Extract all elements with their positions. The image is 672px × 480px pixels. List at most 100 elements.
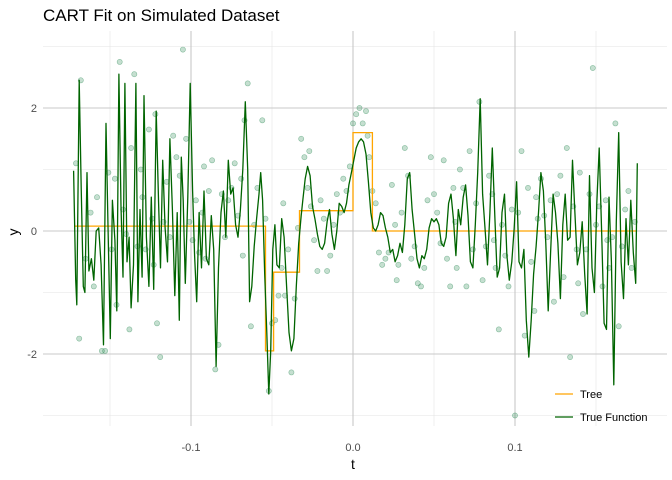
data-point — [288, 369, 295, 376]
data-point — [173, 154, 180, 161]
data-point — [447, 283, 454, 290]
data-point — [311, 237, 317, 244]
data-point — [183, 135, 189, 142]
data-point — [408, 255, 415, 262]
tree-step-line — [74, 131, 637, 352]
data-point — [612, 120, 619, 127]
data-point — [554, 191, 560, 197]
data-point — [518, 148, 525, 154]
data-point — [327, 252, 334, 259]
data-point — [280, 200, 287, 207]
data-point — [239, 252, 246, 259]
data-point — [131, 71, 138, 78]
data-point — [353, 111, 360, 118]
data-point — [145, 126, 152, 133]
data-point — [157, 354, 164, 360]
data-point — [244, 80, 251, 87]
data-point — [575, 280, 582, 287]
data-point — [375, 249, 382, 256]
legend-true-function-label: True Function — [580, 412, 647, 424]
data-point — [259, 117, 266, 124]
data-point — [466, 148, 473, 154]
x-axis-title: t — [351, 456, 355, 472]
data-point — [589, 65, 596, 71]
data-point — [505, 283, 512, 290]
data-point — [291, 295, 298, 302]
data-point — [421, 264, 428, 271]
data-point — [567, 354, 573, 360]
data-point — [90, 283, 97, 290]
data-point — [418, 283, 424, 290]
data-point — [528, 258, 535, 265]
y-tick-label: -2 — [27, 349, 37, 361]
data-point — [212, 366, 219, 373]
data-point — [306, 148, 313, 154]
data-point — [359, 120, 366, 127]
data-point — [604, 237, 611, 244]
data-point — [463, 283, 470, 290]
data-point — [444, 255, 450, 262]
data-point — [350, 120, 356, 127]
data-point — [285, 246, 292, 253]
data-point — [356, 105, 363, 111]
data-point — [99, 347, 105, 354]
data-point — [87, 209, 94, 216]
data-point — [479, 277, 486, 284]
legend-tree-label: Tree — [580, 389, 602, 401]
data-point — [364, 132, 371, 139]
y-tick-label: 0 — [31, 226, 37, 238]
data-point — [382, 255, 389, 262]
data-point — [102, 347, 108, 354]
data-point — [625, 188, 632, 194]
x-tick-label: 0.0 — [345, 442, 360, 454]
data-point — [495, 326, 502, 333]
data-point — [580, 311, 586, 317]
data-point — [531, 307, 538, 314]
legend: Tree True Function — [555, 389, 647, 424]
data-point — [424, 197, 431, 204]
data-point — [112, 175, 118, 182]
data-point — [126, 326, 133, 333]
y-tick-label: 2 — [31, 103, 37, 115]
data-point — [94, 194, 100, 201]
data-point — [324, 268, 330, 274]
data-point — [231, 160, 238, 167]
data-point — [576, 169, 583, 176]
x-tick-label: -0.1 — [182, 442, 201, 454]
data-point — [622, 206, 629, 213]
data-point — [363, 108, 369, 114]
data-point — [557, 172, 564, 179]
data-point — [298, 135, 305, 142]
data-point — [222, 234, 228, 241]
data-point — [317, 197, 324, 204]
data-point — [393, 277, 400, 284]
data-point — [238, 175, 245, 182]
data-point — [628, 264, 635, 271]
data-point — [201, 163, 207, 170]
y-axis-title: y — [5, 229, 21, 236]
data-point — [551, 298, 557, 305]
data-point — [395, 261, 402, 268]
axis-ticks: -0.1 0.0 0.1 -2 0 2 — [27, 103, 522, 454]
data-point — [128, 145, 134, 151]
data-point — [619, 243, 625, 250]
data-point — [434, 209, 441, 216]
data-point — [453, 264, 460, 271]
data-point — [192, 197, 199, 204]
tree-series — [74, 131, 637, 352]
data-point — [521, 332, 528, 339]
data-point — [116, 59, 123, 65]
data-point — [563, 145, 570, 151]
data-point — [392, 221, 398, 228]
data-point — [512, 412, 518, 419]
data-point — [533, 194, 539, 201]
data-point — [205, 188, 212, 194]
data-point — [379, 261, 386, 268]
data-point — [209, 157, 215, 164]
data-point — [301, 154, 308, 161]
data-point — [469, 246, 476, 253]
data-point — [333, 191, 340, 197]
data-point — [431, 191, 437, 197]
data-point — [388, 181, 395, 188]
